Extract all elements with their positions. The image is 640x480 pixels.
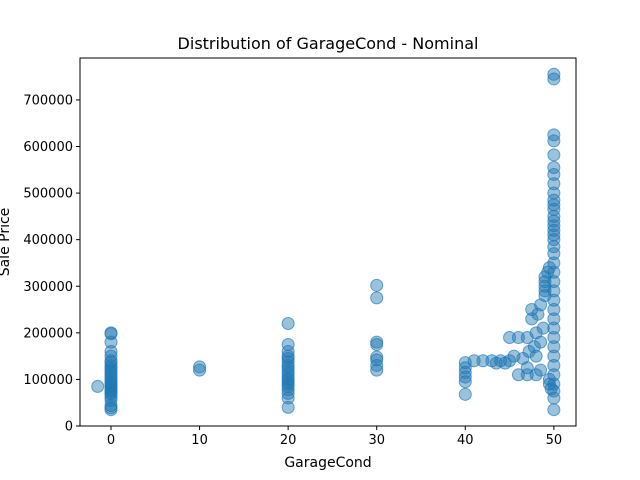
data-point [281,337,295,351]
x-tick-label: 0 [107,433,115,448]
data-point [547,247,561,261]
data-point [547,72,561,86]
y-tick-label: 300000 [23,280,73,295]
y-tick-label: 100000 [23,373,73,388]
x-tick-label: 50 [546,433,563,448]
data-point [370,363,384,377]
data-point [547,403,561,417]
data-point [547,233,561,247]
data-point [547,219,561,233]
data-point [193,360,207,374]
data-point [522,344,536,358]
y-tick-label: 0 [65,420,73,435]
data-point [458,370,472,384]
y-tick-label: 200000 [23,326,73,341]
x-tick-label: 40 [457,433,474,448]
data-point [534,335,548,349]
data-point [520,361,534,375]
data-point [547,223,561,237]
y-axis-label: Sale Price [0,208,13,277]
data-point [547,377,561,391]
data-point [547,368,561,382]
chart-title: Distribution of GarageCond - Nominal [178,34,479,53]
data-point [547,349,561,363]
data-point [458,365,472,379]
data-point [458,387,472,401]
data-point [547,340,561,354]
data-point [547,391,561,405]
data-point [547,293,561,307]
y-tick-label: 600000 [23,140,73,155]
data-point [370,350,384,364]
data-point [547,167,561,181]
data-point [370,353,384,367]
data-point [547,160,561,174]
data-point [547,256,561,270]
y-tick-label: 500000 [23,187,73,202]
data-point [104,358,118,372]
data-point [529,349,543,363]
data-point [458,375,472,389]
x-tick-label: 20 [280,433,297,448]
data-point [104,354,118,368]
x-axis-ticks: 0 10 20 30 40 50 [107,426,562,448]
data-point [104,344,118,358]
data-point [458,361,472,375]
y-axis-ticks: 0 100000 200000 300000 400000 500000 600000 700… [23,93,80,435]
data-point [476,354,490,368]
plot-frame [79,57,577,427]
data-point [91,379,105,393]
data-point [547,384,561,398]
data-point [547,193,561,207]
data-point [536,321,550,335]
data-point [547,275,561,289]
data-point [467,354,481,368]
data-point [281,317,295,331]
data-point [534,363,548,377]
data-points [91,67,561,417]
data-point [511,368,525,382]
data-point [547,312,561,326]
data-point [547,67,561,81]
data-point [547,202,561,216]
data-point [547,358,561,372]
data-point [538,284,552,298]
data-point [547,177,561,191]
data-point [547,148,561,162]
data-point [547,228,561,242]
data-point [281,344,295,358]
y-tick-label: 400000 [23,233,73,248]
data-point [520,368,534,382]
x-axis-label: GarageCond [284,455,371,471]
data-point [547,128,561,142]
data-point [370,291,384,305]
data-point [547,330,561,344]
data-point [547,186,561,200]
data-point [547,265,561,279]
data-point [547,284,561,298]
data-point [281,358,295,372]
x-tick-label: 10 [191,433,208,448]
data-point [547,321,561,335]
data-point [193,363,207,377]
y-tick-label: 700000 [23,93,73,108]
x-tick-label: 30 [368,433,385,448]
data-point [511,330,525,344]
data-point [370,335,384,349]
data-point [104,349,118,363]
data-point [370,278,384,292]
data-point [281,400,295,414]
data-point [503,330,517,344]
data-point [547,303,561,317]
data-point [104,326,118,340]
